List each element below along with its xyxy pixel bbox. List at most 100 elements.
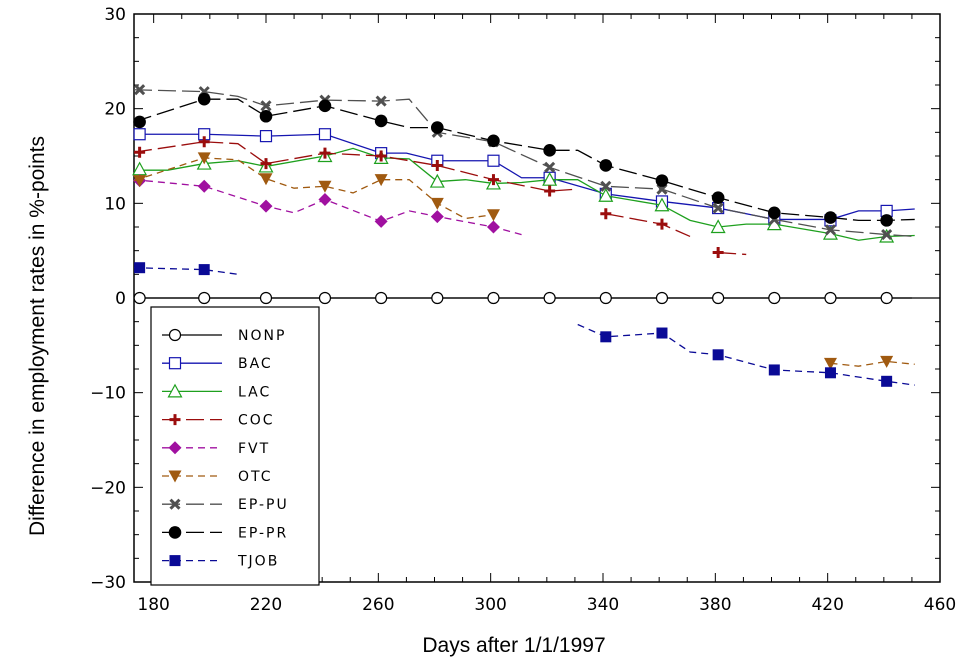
- data-point: [198, 291, 211, 305]
- data-point: [133, 128, 146, 141]
- data-point: [197, 179, 211, 193]
- y-tick-label: 0: [115, 289, 126, 309]
- data-point: [655, 174, 669, 187]
- legend-marker: [169, 555, 181, 567]
- data-point: [430, 210, 444, 224]
- data-point: [260, 100, 272, 112]
- series-line: [133, 267, 238, 275]
- x-tick-label: 220: [250, 595, 282, 615]
- data-point: [259, 199, 273, 213]
- data-point: [486, 220, 500, 234]
- data-point: [600, 208, 612, 220]
- data-point: [375, 95, 387, 107]
- data-point: [197, 92, 211, 106]
- legend-label: FVT: [238, 441, 270, 457]
- x-tick-label: 460: [924, 595, 956, 615]
- data-point: [823, 357, 837, 370]
- data-point: [132, 161, 148, 176]
- legend-marker: [167, 383, 183, 398]
- data-point: [431, 159, 443, 171]
- data-point: [197, 152, 211, 165]
- data-point: [824, 224, 837, 236]
- data-point: [542, 171, 558, 186]
- data-point: [374, 174, 388, 187]
- series-lac: [132, 147, 915, 243]
- data-point: [259, 130, 273, 143]
- x-axis-title: Days after 1/1/1997: [422, 634, 605, 657]
- data-point: [133, 175, 147, 188]
- data-point: [486, 209, 500, 222]
- data-point: [655, 291, 669, 305]
- legend-label: EP-PR: [238, 525, 288, 541]
- data-point: [543, 144, 556, 157]
- series-line: [134, 147, 915, 241]
- data-point: [712, 349, 724, 361]
- y-tick-label: 30: [104, 5, 126, 25]
- series-line: [133, 179, 522, 236]
- data-point: [544, 185, 556, 197]
- data-point: [711, 191, 725, 204]
- legend-marker: [168, 328, 182, 342]
- y-tick-label: 20: [104, 100, 126, 120]
- data-point: [431, 291, 444, 305]
- legend-label: OTC: [238, 469, 273, 485]
- data-point: [374, 114, 388, 128]
- data-point: [710, 219, 726, 234]
- data-point: [487, 154, 500, 167]
- series-nonp: [133, 291, 912, 305]
- x-tick-label: 420: [811, 595, 843, 615]
- series-line: [133, 157, 494, 220]
- data-point: [880, 291, 893, 305]
- legend-marker: [169, 498, 181, 510]
- data-point: [600, 180, 612, 192]
- series-ep-pu: [133, 84, 915, 241]
- data-point: [768, 364, 780, 376]
- legend-label: TJOB: [237, 554, 279, 570]
- data-point: [259, 291, 273, 305]
- data-point: [318, 128, 332, 141]
- data-point: [487, 291, 500, 305]
- data-point: [599, 159, 613, 172]
- data-point: [319, 147, 331, 159]
- series-line: [134, 133, 915, 221]
- y-tick-label: −20: [90, 478, 126, 498]
- x-tick-label: 300: [474, 595, 506, 615]
- data-point: [134, 146, 146, 158]
- series-line: [577, 323, 915, 386]
- data-point: [259, 173, 273, 186]
- data-point: [429, 173, 445, 188]
- data-point: [375, 150, 387, 162]
- data-point: [133, 115, 146, 129]
- data-point: [487, 174, 499, 186]
- series-ep-pr: [133, 92, 915, 227]
- data-point: [544, 161, 556, 173]
- data-point: [374, 214, 388, 228]
- data-point: [599, 291, 612, 305]
- data-point: [318, 180, 332, 193]
- data-point: [768, 291, 781, 305]
- data-point: [318, 193, 332, 207]
- series-line: [605, 213, 691, 238]
- data-point: [259, 109, 273, 123]
- legend-marker: [168, 357, 182, 370]
- legend-label: LAC: [238, 384, 271, 400]
- data-point: [824, 211, 837, 224]
- y-axis-title: Difference in employment rates in %-poin…: [26, 136, 49, 536]
- y-tick-label: −30: [90, 573, 126, 593]
- series-otc: [133, 152, 915, 370]
- data-point: [880, 355, 894, 368]
- x-tick-label: 340: [587, 595, 619, 615]
- data-point: [712, 202, 724, 214]
- legend-label: NONP: [238, 328, 286, 344]
- data-point: [881, 375, 893, 387]
- series-line: [133, 98, 915, 222]
- y-tick-label: −10: [90, 384, 126, 404]
- data-point: [198, 136, 210, 148]
- data-point: [318, 99, 332, 113]
- x-tick-label: 180: [137, 595, 169, 615]
- legend-marker: [168, 441, 182, 455]
- data-point: [768, 206, 781, 220]
- y-tick-label: 10: [104, 194, 126, 214]
- data-point: [134, 262, 146, 274]
- data-point: [654, 197, 670, 212]
